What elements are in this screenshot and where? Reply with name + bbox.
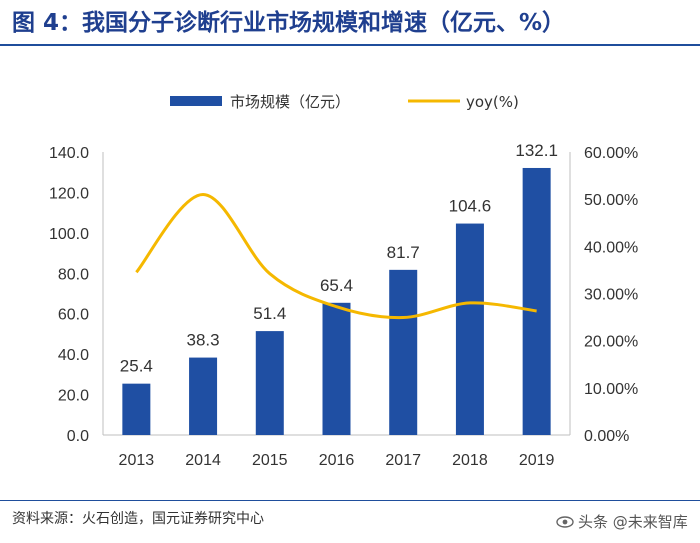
source-note: 资料来源：火石创造，国元证券研究中心 (12, 511, 264, 527)
chart-legend: 市场规模（亿元） yoy(%) (170, 93, 519, 111)
y-right-tick-label: 20.00% (584, 334, 638, 351)
yoy-line-group (135, 192, 537, 320)
y-left-tick-label: 40.0 (58, 347, 89, 364)
eye-logo-icon (556, 516, 574, 528)
y-right-tick-label: 40.00% (584, 239, 638, 256)
bar-value-label: 104.6 (449, 197, 492, 216)
bar-value-label: 65.4 (320, 276, 353, 295)
bar-market-size (522, 167, 551, 435)
y-left-tick-label: 80.0 (58, 266, 89, 283)
yoy-line (135, 192, 537, 320)
data-labels-group: 25.4 38.3 51.4 65.4 81.7 104.6 132.1 (120, 141, 558, 376)
x-tick-label: 2015 (252, 452, 288, 469)
y-left-tick-label: 100.0 (49, 226, 89, 243)
legend-swatch-market-size (170, 96, 222, 106)
bar-value-label: 38.3 (187, 331, 220, 350)
watermark: 头条 @未来智库 (556, 510, 688, 534)
x-tick-label: 2013 (119, 452, 155, 469)
bar-market-size (189, 357, 218, 435)
legend-label-market-size: 市场规模（亿元） (230, 93, 350, 111)
bar-value-label: 81.7 (387, 243, 420, 262)
tick-labels-group: 0.0 20.0 40.0 60.0 80.0 100.0 120.0 140.0 0.00% 1… (49, 145, 638, 469)
y-right-tick-label: 50.00% (584, 192, 638, 209)
footer-rule (0, 500, 700, 501)
bar-market-size (455, 223, 484, 435)
legend-label-yoy: yoy(%) (466, 93, 519, 111)
y-right-tick-label: 30.00% (584, 287, 638, 304)
x-tick-label: 2017 (385, 452, 421, 469)
bar-market-size (322, 302, 351, 435)
y-right-tick-label: 10.00% (584, 381, 638, 398)
chart-canvas: 市场规模（亿元） yoy(%) 25.4 38.3 51.4 65.4 81.7 104.… (49, 93, 638, 469)
y-left-tick-label: 120.0 (49, 185, 89, 202)
y-left-tick-label: 140.0 (49, 145, 89, 162)
y-left-tick-label: 60.0 (58, 307, 89, 324)
y-left-tick-label: 0.0 (67, 428, 89, 445)
bar-market-size (255, 331, 284, 435)
x-tick-label: 2018 (452, 452, 488, 469)
y-left-tick-label: 20.0 (58, 388, 89, 405)
watermark-text: 头条 @未来智库 (578, 513, 688, 531)
x-tick-label: 2014 (185, 452, 221, 469)
y-right-tick-label: 0.00% (584, 428, 629, 445)
bars-group (122, 167, 551, 435)
figure-title: 图 4：我国分子诊断行业市场规模和增速（亿元、%） (12, 10, 566, 36)
title-rule (0, 44, 700, 46)
bar-market-size (122, 383, 151, 435)
bar-value-label: 132.1 (515, 141, 558, 160)
bar-value-label: 51.4 (253, 304, 286, 323)
bar-value-label: 25.4 (120, 357, 153, 376)
y-right-tick-label: 60.00% (584, 145, 638, 162)
x-tick-label: 2019 (519, 452, 555, 469)
bar-market-size (389, 269, 418, 435)
x-tick-label: 2016 (319, 452, 355, 469)
